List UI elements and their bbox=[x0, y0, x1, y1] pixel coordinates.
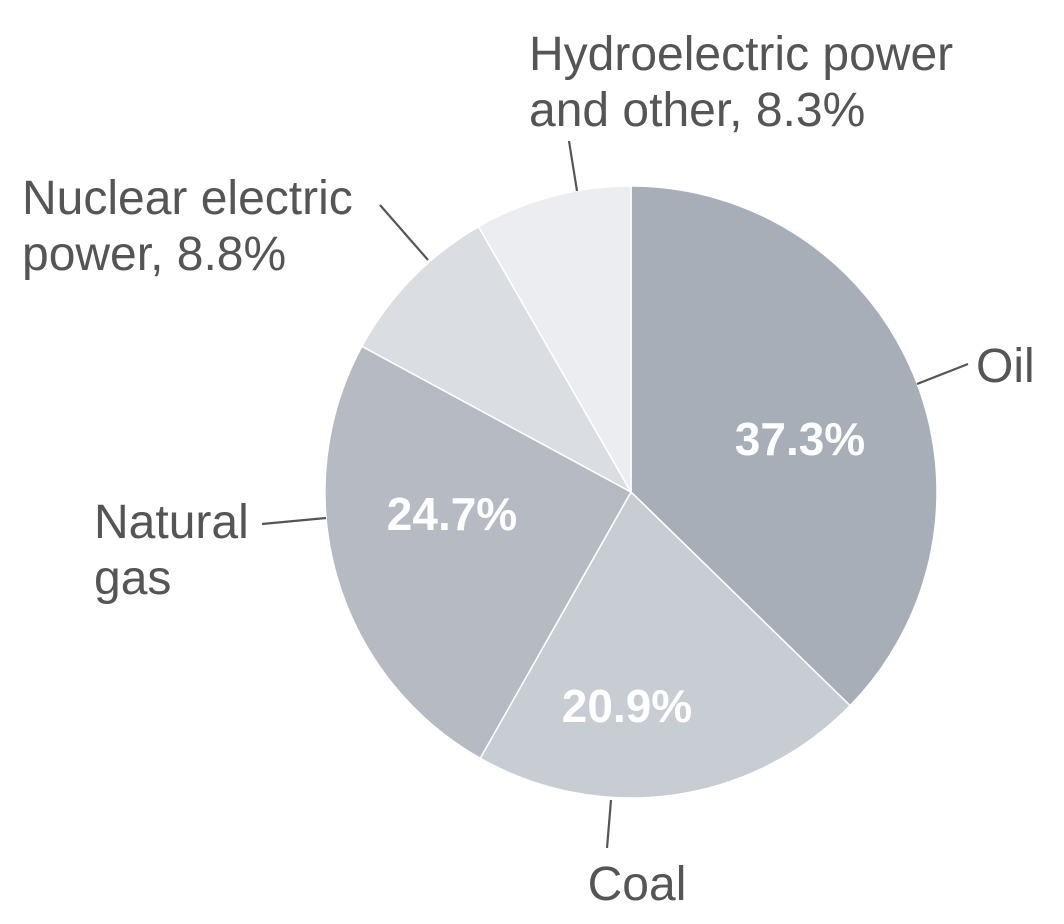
leader-line-coal bbox=[605, 799, 613, 849]
pie-slice-nuclear-electric-power bbox=[360, 225, 633, 494]
value-label-oil: 37.3% bbox=[735, 413, 865, 465]
value-label-natural-gas: 24.7% bbox=[387, 488, 517, 540]
leader-lines-layer bbox=[261, 140, 969, 849]
category-label-coal: Coal bbox=[588, 858, 687, 911]
category-label-oil: Oil bbox=[976, 340, 1035, 393]
value-label-coal: 20.9% bbox=[562, 680, 692, 732]
leader-line-hydroelectric-power-and-other bbox=[567, 140, 579, 192]
pie-slice-hydroelectric-power-and-other bbox=[477, 185, 632, 495]
pie-slice-oil bbox=[630, 185, 938, 707]
leader-line-natural-gas bbox=[261, 516, 327, 526]
category-label-natural-gas: Natural gas bbox=[94, 496, 249, 605]
category-label-hydroelectric-power-and-other: Hydroelectric power and other, 8.3% bbox=[529, 28, 953, 137]
slices-layer bbox=[324, 185, 938, 799]
leader-line-oil bbox=[916, 362, 969, 386]
labels-layer: Oil 37.3% Coal 20.9% Natural gas 24.7% Nuclear … bbox=[22, 28, 1035, 911]
pie-slice-coal bbox=[479, 490, 852, 799]
category-label-nuclear-electric-power: Nuclear electric power, 8.8% bbox=[22, 172, 353, 281]
leader-line-nuclear-electric-power bbox=[379, 204, 429, 261]
pie-slice-natural-gas bbox=[324, 345, 633, 760]
